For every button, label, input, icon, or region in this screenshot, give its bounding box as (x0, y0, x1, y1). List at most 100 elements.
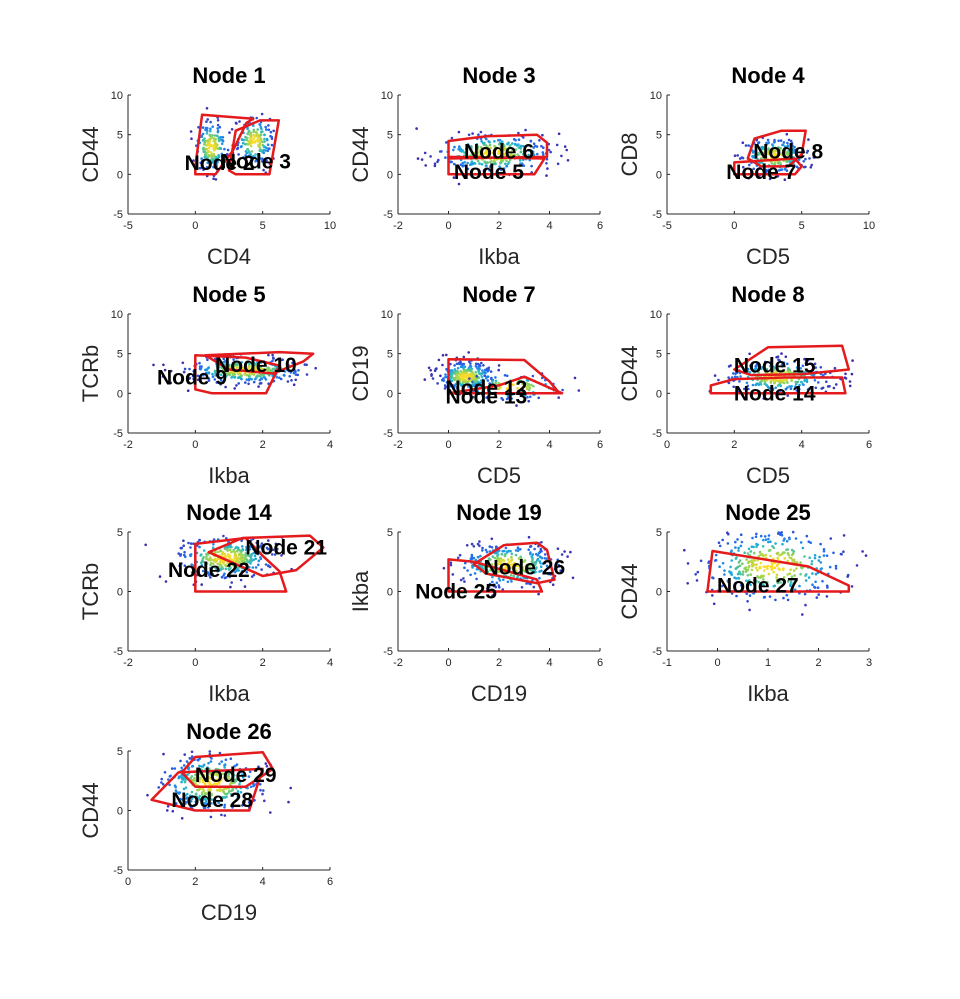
scatter-point (754, 566, 758, 570)
scatter-point (529, 545, 533, 548)
scatter-point (234, 547, 237, 550)
scatter-point (763, 569, 766, 572)
scatter-point (740, 156, 744, 159)
scatter-point (182, 539, 185, 542)
scatter-point (233, 387, 236, 390)
scatter-point (826, 586, 829, 589)
scatter-point (478, 149, 482, 152)
scatter-point (200, 135, 204, 138)
scatter-point (801, 546, 805, 550)
scatter-point (498, 138, 502, 142)
scatter-point (755, 153, 758, 157)
scatter-point (514, 138, 517, 142)
scatter-point (517, 131, 520, 135)
scatter-point (844, 372, 847, 376)
scatter-point (467, 144, 470, 148)
scatter-point (832, 551, 835, 555)
scatter-point (219, 382, 222, 386)
scatter-point (527, 153, 530, 157)
scatter-point (263, 133, 266, 137)
scatter-point (214, 374, 217, 377)
y-tick-label: -5 (113, 428, 123, 440)
scatter-point (777, 567, 780, 570)
x-axis-label: CD4 (207, 244, 251, 269)
gate-label: Node 5 (454, 161, 524, 184)
scatter-point (813, 554, 817, 557)
gate-label: Node 3 (221, 151, 291, 174)
scatter-point (261, 792, 264, 796)
scatter-point (805, 378, 809, 382)
scatter-point (763, 148, 766, 151)
scatter-point (462, 362, 466, 366)
scatter-point (224, 758, 228, 761)
scatter-point (292, 371, 296, 375)
scatter-point (213, 134, 217, 137)
scatter-point (777, 139, 780, 143)
scatter-point (503, 549, 506, 553)
scatter-point (532, 142, 536, 145)
scatter-point (766, 567, 769, 571)
scatter-point (500, 150, 503, 153)
scatter-point (189, 546, 192, 549)
scatter-point (290, 379, 293, 382)
scatter-point (479, 146, 483, 149)
scatter-point (205, 140, 209, 143)
scatter-point (244, 135, 247, 139)
scatter-point (484, 144, 488, 147)
scatter-point (456, 366, 460, 370)
scatter-point (481, 549, 484, 552)
panel-node-25: Node 25 -1 0 1 2 3 -5 0 5 Ikba CD44 Node 27 (617, 500, 872, 706)
scatter-point (486, 152, 489, 155)
scatter-point (241, 138, 244, 141)
scatter-point (214, 371, 217, 375)
scatter-point (245, 137, 248, 141)
scatter-point (230, 370, 234, 374)
scatter-point (234, 554, 238, 557)
scatter-point (289, 786, 293, 790)
scatter-point (755, 542, 758, 546)
scatter-point (223, 552, 227, 556)
scatter-point (214, 142, 218, 146)
scatter-point (464, 147, 468, 151)
scatter-point (727, 532, 730, 536)
scatter-point (508, 158, 512, 162)
scatter-point (855, 564, 859, 567)
scatter-point (164, 580, 168, 583)
scatter-point (260, 112, 264, 116)
scatter-point (235, 384, 238, 387)
scatter-point (163, 771, 167, 774)
scatter-point (261, 140, 264, 144)
scatter-point (846, 575, 849, 578)
scatter-point (183, 550, 186, 554)
scatter-point (783, 149, 787, 153)
x-axis-label: CD19 (471, 681, 527, 706)
scatter-point (786, 153, 790, 156)
scatter-point (215, 156, 219, 159)
scatter-point (249, 131, 253, 135)
scatter-point (248, 367, 251, 371)
scatter-point (462, 577, 465, 580)
scatter-point (262, 373, 266, 377)
scatter-point (479, 554, 482, 558)
scatter-point (532, 146, 535, 149)
scatter-point (807, 540, 811, 543)
y-tick-label: 5 (387, 130, 393, 142)
scatter-point (727, 365, 731, 368)
scatter-point (760, 161, 764, 164)
scatter-point (289, 371, 293, 374)
scatter-point (476, 159, 480, 163)
scatter-point (283, 374, 286, 377)
scatter-point (256, 128, 260, 131)
scatter-point (233, 376, 236, 379)
scatter-point (799, 572, 802, 576)
scatter-point (221, 136, 225, 139)
scatter-point (248, 365, 251, 368)
scatter-point (449, 561, 453, 564)
scatter-point (272, 129, 276, 133)
scatter-point (190, 750, 194, 754)
scatter-point (201, 139, 205, 142)
scatter-point (248, 362, 251, 366)
scatter-point (769, 554, 772, 558)
scatter-point (200, 157, 203, 160)
